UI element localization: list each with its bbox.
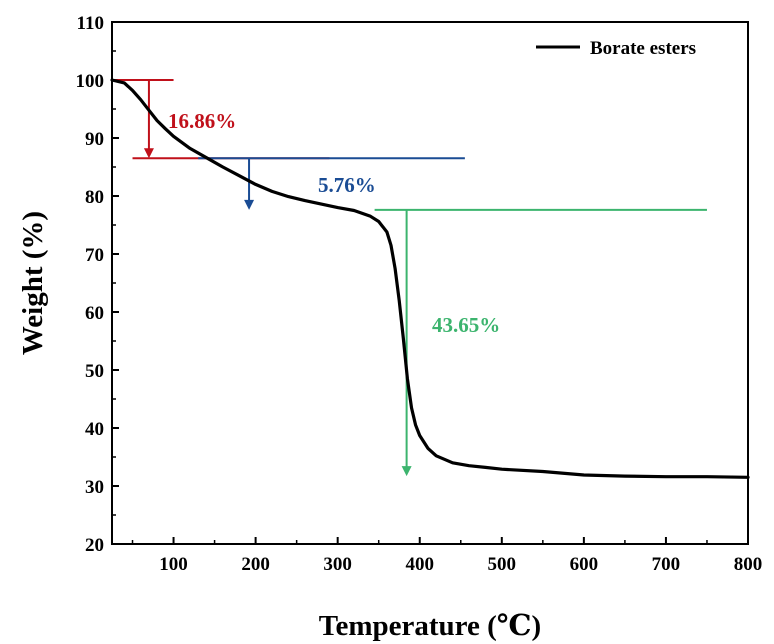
annotations: 16.86% 5.76% 43.65% xyxy=(112,79,707,477)
annotation-label: 43.65% xyxy=(432,313,500,337)
y-tick-label: 90 xyxy=(85,129,104,150)
y-axis-title: Weight (%) xyxy=(17,211,49,355)
x-tick-label: 300 xyxy=(323,554,352,575)
annotation-arrow-head xyxy=(401,466,412,477)
y-tick-label: 100 xyxy=(76,71,105,92)
y-tick-label: 110 xyxy=(77,13,104,34)
y-tick-label: 20 xyxy=(85,535,104,556)
x-tick-label: 400 xyxy=(405,554,434,575)
legend: Borate esters xyxy=(536,38,696,59)
annotation-label: 16.86% xyxy=(168,109,236,133)
y-tick-label: 50 xyxy=(85,361,104,382)
x-axis-title: Temperature (℃) xyxy=(319,610,541,642)
y-tick-label: 30 xyxy=(85,477,104,498)
plot-frame xyxy=(111,21,749,545)
annotation-arrow-head xyxy=(143,148,154,159)
y-tick-label: 70 xyxy=(85,245,104,266)
x-tick-label: 100 xyxy=(159,554,188,575)
x-tick-label: 200 xyxy=(241,554,270,575)
y-tick-label: 80 xyxy=(85,187,104,208)
y-tick-label: 60 xyxy=(85,303,104,324)
axis-ticks: 100 200 300 400 500 600 700 800 20 30 40 50 60 70 80 90… xyxy=(76,13,763,575)
annotation-label: 5.76% xyxy=(318,173,376,197)
x-tick-label: 800 xyxy=(734,554,763,575)
x-tick-label: 600 xyxy=(570,554,599,575)
legend-label-borate-esters: Borate esters xyxy=(590,38,696,59)
x-tick-label: 700 xyxy=(652,554,681,575)
y-tick-label: 40 xyxy=(85,419,104,440)
series-line-borate-esters xyxy=(110,78,750,479)
series-group xyxy=(110,78,750,479)
annotation-arrow-head xyxy=(244,199,255,210)
x-tick-label: 500 xyxy=(488,554,517,575)
